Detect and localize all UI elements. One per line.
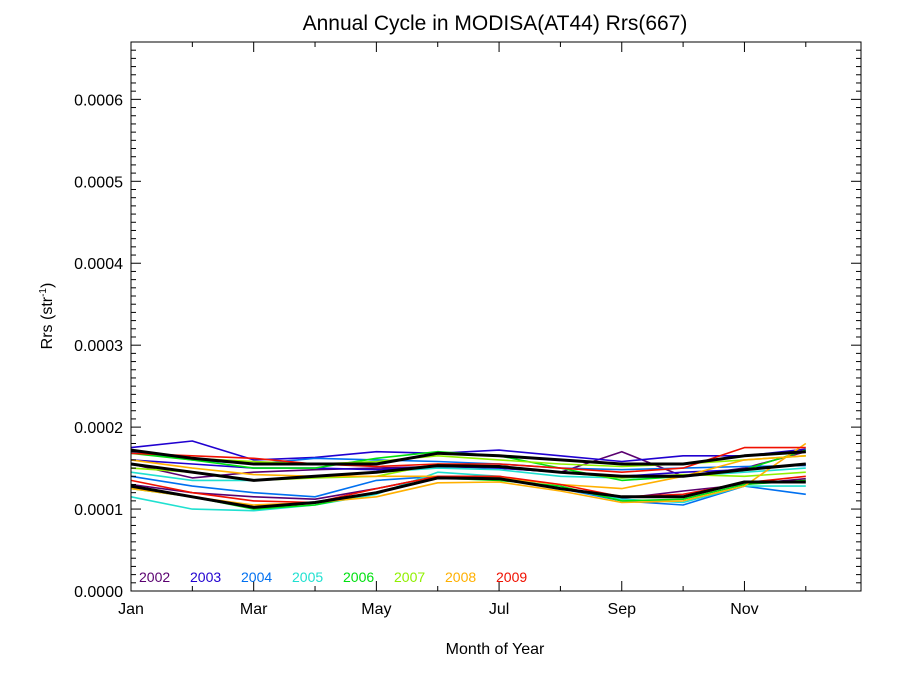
legend-item-2008: 2008: [445, 569, 476, 585]
legend-item-2006: 2006: [343, 569, 374, 585]
y-axis-label-main: Rrs (str: [39, 296, 56, 349]
y-axis-label-superscript: -1: [38, 288, 49, 297]
x-tick-label: May: [361, 601, 391, 618]
legend-item-2007: 2007: [394, 569, 425, 585]
y-tick-label: 0.0003: [74, 338, 123, 355]
y-tick-label: 0.0005: [74, 174, 123, 191]
mean-line: [130, 462, 806, 482]
y-tick-label: 0.0000: [74, 584, 123, 601]
legend-item-2003: 2003: [190, 569, 221, 585]
x-tick-label: Mar: [240, 601, 268, 618]
axes: 0.0000 0.0001 0.0002 0.0003 0.0004 0.0005 0.00…: [74, 41, 862, 618]
x-tick-label: Nov: [730, 601, 758, 618]
x-axis-label: Month of Year: [446, 641, 545, 658]
plot-area: [130, 440, 807, 512]
y-axis-label: Rrs (str-1): [38, 283, 56, 350]
chart-title: Annual Cycle in MODISA(AT44) Rrs(667): [303, 12, 688, 35]
y-axis-label-group: Rrs (str-1): [38, 283, 56, 350]
legend: 2002 2003 2004 2005 2006 2007 2008 2009: [139, 569, 527, 585]
mean-line: [130, 476, 806, 509]
mean-line: [130, 448, 806, 466]
x-tick-label: Jul: [489, 601, 509, 618]
legend-item-2005: 2005: [292, 569, 323, 585]
legend-item-2002: 2002: [139, 569, 170, 585]
legend-item-2009: 2009: [496, 569, 527, 585]
x-tick-label: Sep: [608, 601, 637, 618]
plot-frame: [130, 41, 862, 592]
series-line-2003: [130, 440, 806, 463]
y-axis-label-suffix: ): [39, 283, 56, 288]
series-line-2008: [130, 442, 807, 506]
y-tick-label: 0.0002: [74, 420, 123, 437]
series-line-2009: [130, 475, 806, 504]
series-line-2009: [130, 446, 806, 474]
series-line-2005: [130, 471, 806, 512]
x-tick-label: Jan: [118, 601, 144, 618]
y-tick-label: 0.0004: [74, 256, 123, 273]
y-tick-label: 0.0001: [74, 502, 123, 519]
y-tick-label: 0.0006: [74, 92, 123, 109]
legend-item-2004: 2004: [241, 569, 272, 585]
